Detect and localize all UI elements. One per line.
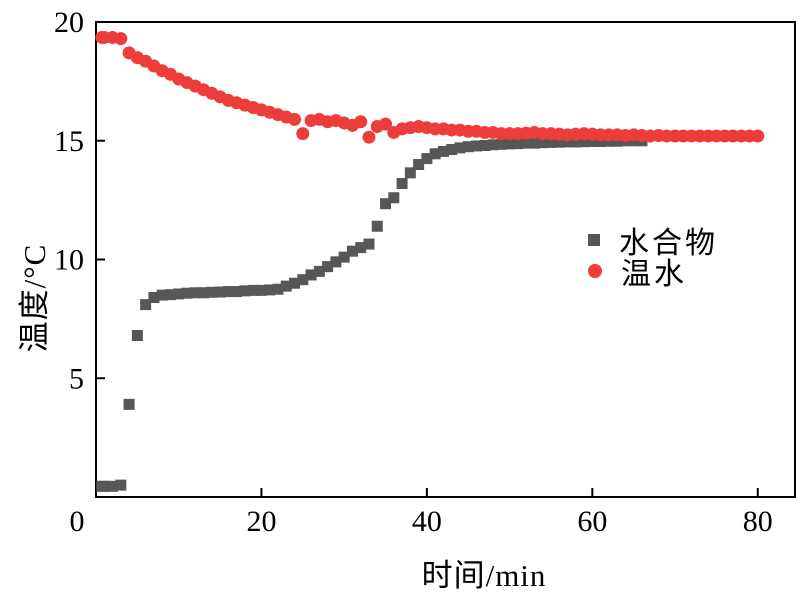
x-axis-ticks: 0 20 40 60 80 [70, 488, 773, 538]
legend-item-hydrate: 水合物 [588, 224, 718, 260]
legend: 水合物 温水 [588, 224, 718, 291]
x-tick-label: 80 [743, 505, 773, 538]
x-tick-label: 20 [246, 505, 276, 538]
x-tick-label: 40 [412, 505, 442, 538]
y-tick-label: 10 [54, 244, 84, 277]
series-points-0 [96, 135, 648, 492]
y-axis-label: 温度/°C [17, 243, 52, 353]
legend-label-warm-water: 温水 [621, 257, 687, 291]
y-tick-label: 5 [69, 362, 84, 395]
x-tick-label: 0 [70, 505, 85, 538]
y-tick-label: 20 [54, 6, 84, 39]
legend-item-warm-water: 温水 [588, 255, 718, 291]
x-tick-label: 60 [577, 505, 607, 538]
y-axis-ticks: 5 10 15 20 [54, 6, 105, 395]
legend-label-hydrate: 水合物 [619, 226, 718, 260]
x-axis-label: 时间/min [421, 558, 547, 593]
square-marker-icon [588, 233, 600, 246]
circle-marker-icon [588, 263, 602, 278]
y-tick-label: 15 [54, 125, 84, 158]
series-points-1 [95, 30, 765, 144]
